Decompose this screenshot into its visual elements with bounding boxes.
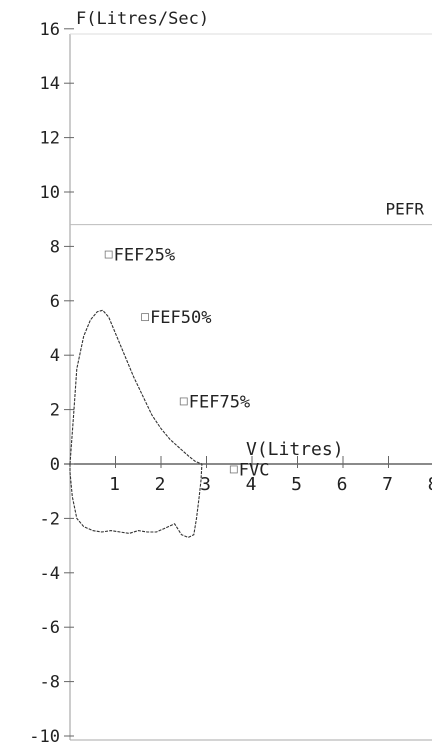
y-tick-label: 8	[50, 237, 60, 257]
marker-square	[141, 313, 149, 322]
flow-volume-loop	[69, 309, 203, 539]
y-tick-label: 16	[40, 20, 60, 40]
x-axis-label: V(Litres)	[246, 439, 344, 460]
marker-label: FEF25%	[114, 246, 175, 266]
y-tick-label: -2	[40, 509, 60, 529]
x-tick-label: 8	[428, 474, 432, 495]
y-tick-label: 12	[40, 129, 60, 149]
x-tick-label: 3	[200, 474, 211, 495]
y-tick-label: -8	[40, 673, 60, 693]
y-tick-label: -10	[29, 727, 60, 747]
y-tick-label: 2	[50, 401, 60, 421]
y-tick-label: -6	[40, 618, 60, 638]
x-tick-label: 2	[155, 474, 166, 495]
x-tick-label: 7	[382, 474, 393, 495]
x-tick-label: 6	[337, 474, 348, 495]
marker-square	[104, 250, 113, 259]
y-tick-label: 6	[50, 292, 60, 312]
marker-square	[179, 397, 188, 406]
y-axis-label: F(Litres/Sec)	[76, 9, 209, 29]
marker-square	[229, 465, 238, 474]
y-tick-label: 4	[50, 346, 60, 366]
y-tick-label: 0	[50, 455, 60, 475]
y-tick-label: 14	[40, 74, 60, 94]
marker-label: FVC	[239, 460, 270, 480]
x-tick-label: 5	[291, 474, 302, 495]
marker-label: FEF75%	[189, 392, 250, 412]
x-tick-label: 4	[246, 474, 257, 495]
pefr-label: PEFR	[385, 200, 424, 219]
y-tick-label: -4	[40, 564, 60, 584]
x-tick-label: 1	[109, 474, 120, 495]
marker-label: FEF50%	[150, 308, 211, 328]
y-tick-label: 10	[40, 183, 60, 203]
